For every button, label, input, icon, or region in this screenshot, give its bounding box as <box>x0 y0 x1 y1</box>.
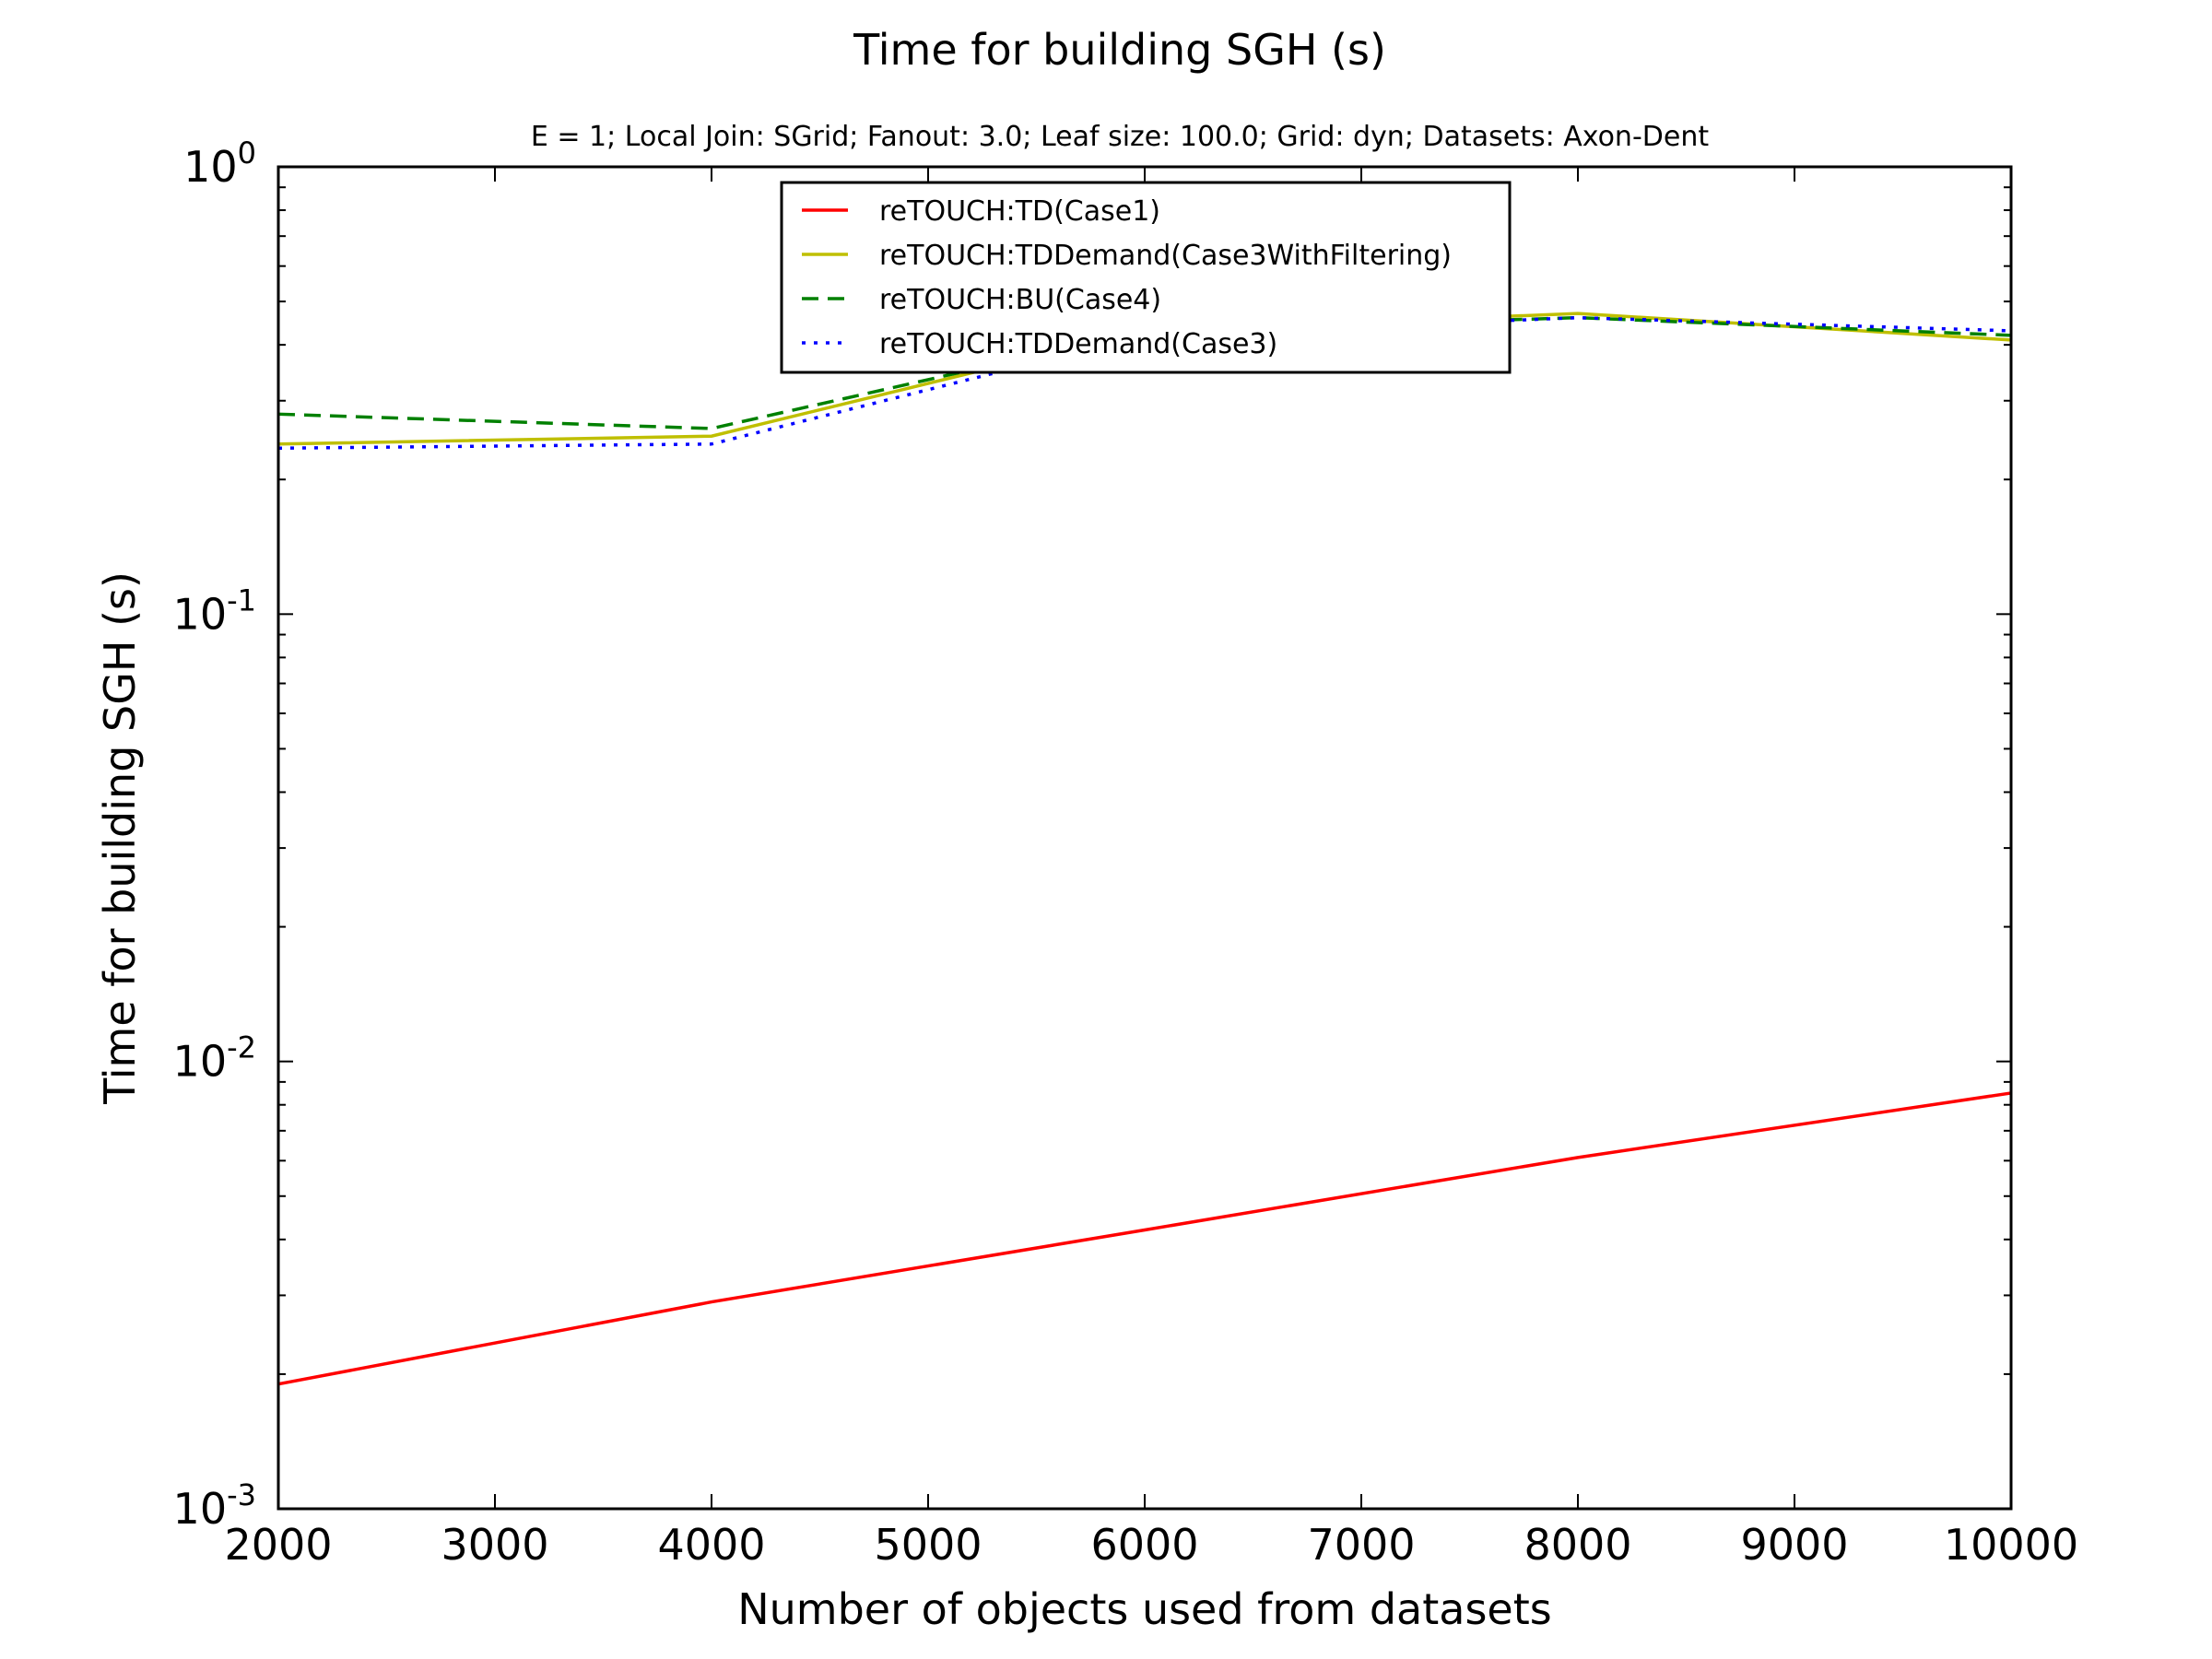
series-line-0 <box>277 1091 2012 1386</box>
plot-frame <box>276 165 2013 1511</box>
x-tick-label: 2000 <box>224 1520 332 1570</box>
y-tick-label: 100 <box>183 135 256 192</box>
legend-label: reTOUCH:TD(Case1) <box>879 195 1160 228</box>
x-tick-label: 3000 <box>441 1520 548 1570</box>
x-tick-label: 7000 <box>1307 1520 1415 1570</box>
x-tick-label: 4000 <box>657 1520 765 1570</box>
x-tick-label: 6000 <box>1090 1520 1198 1570</box>
y-tick-label: 10-3 <box>173 1477 256 1534</box>
y-tick-label: 10-2 <box>173 1030 256 1087</box>
legend: reTOUCH:TD(Case1) reTOUCH:TDDemand(Case3W… <box>780 181 1512 374</box>
series-line-3 <box>277 315 2012 450</box>
x-axis-label: Number of objects used from datasets <box>737 1584 1552 1634</box>
chart-title: Time for building SGH (s) <box>853 25 1386 75</box>
legend-label: reTOUCH:BU(Case4) <box>879 284 1161 316</box>
x-tick-label: 9000 <box>1740 1520 1848 1570</box>
x-tick-label: 8000 <box>1524 1520 1631 1570</box>
x-tick-label: 10000 <box>1944 1520 2078 1570</box>
x-tick-label: 5000 <box>874 1520 982 1570</box>
legend-label: reTOUCH:TDDemand(Case3) <box>879 328 1277 360</box>
chart-subtitle: E = 1; Local Join: SGrid; Fanout: 3.0; L… <box>531 121 1709 153</box>
legend-label: reTOUCH:TDDemand(Case3WithFiltering) <box>879 240 1452 272</box>
y-tick-label: 10-1 <box>173 582 256 639</box>
y-axis-label: Time for building SGH (s) <box>95 571 145 1105</box>
legend-box <box>780 181 1512 374</box>
